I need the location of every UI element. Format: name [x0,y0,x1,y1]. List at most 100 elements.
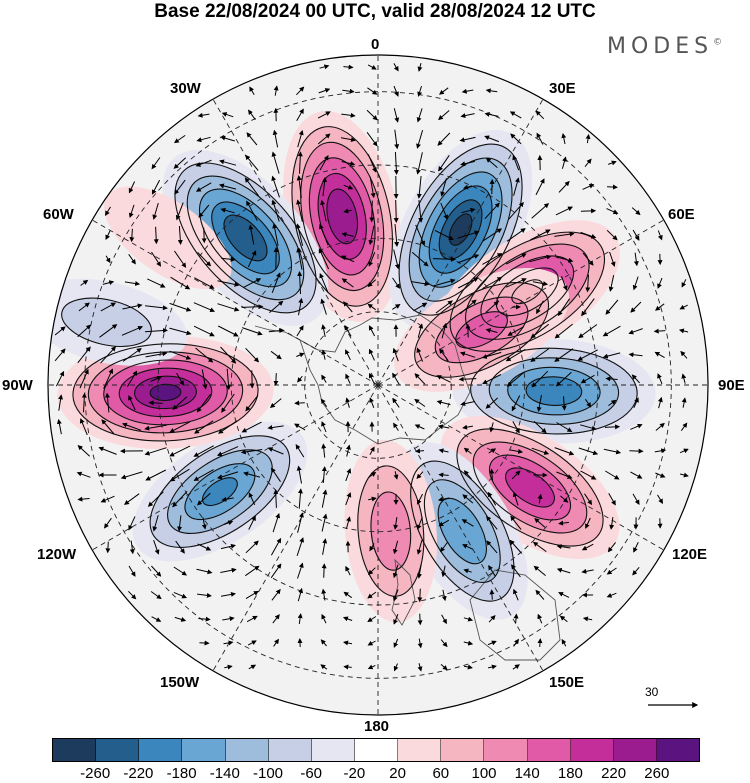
wind-vector [120,471,143,480]
wind-vector [368,252,376,267]
wind-vector [217,471,239,480]
wind-vector [392,277,401,289]
wind-vector [463,470,472,480]
wind-vector [577,349,598,361]
wind-vector [81,392,87,413]
wind-vector [321,489,328,508]
wind-vector [296,352,305,358]
wind-vector [414,398,426,407]
contour-line [149,435,291,548]
wind-vector [129,540,135,555]
wind-vector [585,517,591,529]
wind-vector [367,303,376,311]
meridian-line [91,384,379,551]
wind-vector [78,302,90,312]
wind-vector [537,638,543,647]
contour-line [326,188,359,245]
map-border [47,54,709,716]
wind-vector [100,495,115,503]
wind-vector [320,398,328,407]
wind-vector [485,88,498,94]
wind-vector [505,253,527,265]
lon-label-0: 0 [371,36,380,53]
wind-vector [224,664,233,670]
wind-vector [246,132,258,146]
wind-vector [319,223,329,246]
wind-vector [152,202,159,220]
wind-vector [79,418,88,436]
contour-line [370,491,412,571]
wind-vector [462,494,474,504]
wind-vector [201,369,208,390]
wind-vector [535,589,545,600]
wind-vector [247,640,257,646]
wind-vector [295,223,304,246]
wind-vector [513,613,519,624]
wind-vector [655,422,665,431]
wind-vector [512,664,520,670]
wind-vector [441,565,447,578]
wind-vector [608,160,617,166]
wind-vector [367,567,376,576]
wind-vector [345,444,351,457]
wind-vector [121,325,144,336]
wind-vector [437,496,450,502]
map-title: Base 22/08/2024 00 UTC, valid 28/08/2024… [154,1,596,22]
wind-vector [367,87,378,95]
wind-vector [54,348,66,362]
wind-vector [172,396,188,410]
wind-vector [679,304,688,310]
wind-vector [555,206,574,216]
wind-vector [584,398,592,408]
wind-vector [394,129,400,150]
wind-vector [144,328,168,334]
wind-vector [247,250,257,268]
wind-vector [297,512,304,533]
wind-vector [248,109,256,120]
wind-vector [438,519,450,527]
meridian-line [377,384,665,551]
wind-vector [655,303,665,311]
wind-vector [459,136,476,143]
wind-vector [487,491,497,506]
wind-vectors [54,62,689,672]
wind-vector [169,445,191,457]
wind-vector [486,515,498,530]
wind-vector [55,370,65,387]
wind-vector [195,347,214,363]
wind-vector [559,615,568,623]
wind-vector [103,368,114,389]
meridian-line [212,98,379,386]
wind-vector [417,493,423,505]
wind-vector [393,614,399,625]
wind-vector [320,298,327,315]
wind-vector [173,591,188,599]
wind-vector [580,208,597,214]
brand-copyright: © [713,37,723,48]
wind-vector [197,112,210,118]
wind-vector [608,274,615,292]
wind-vector [320,664,328,670]
wind-vector [124,281,141,286]
wind-vector [457,230,480,239]
wind-vector [457,254,480,264]
wind-vector [101,419,115,435]
wind-vector [485,397,499,409]
wind-vector [511,564,521,578]
brand-name: MODES [607,34,714,59]
wind-vector [173,157,187,169]
wind-vector [581,543,594,551]
wind-vector [482,228,503,242]
wind-vector [435,300,453,314]
wind-vector [297,129,304,148]
wind-vector [393,517,399,530]
wind-vector [463,616,474,622]
wind-vector [343,208,352,214]
contour-line [134,375,197,410]
wind-vector [560,495,569,503]
contour-line [291,126,394,307]
wind-vector [100,346,117,364]
wind-vector [561,638,567,647]
wind-vector [506,371,525,387]
wind-vector [393,471,399,480]
